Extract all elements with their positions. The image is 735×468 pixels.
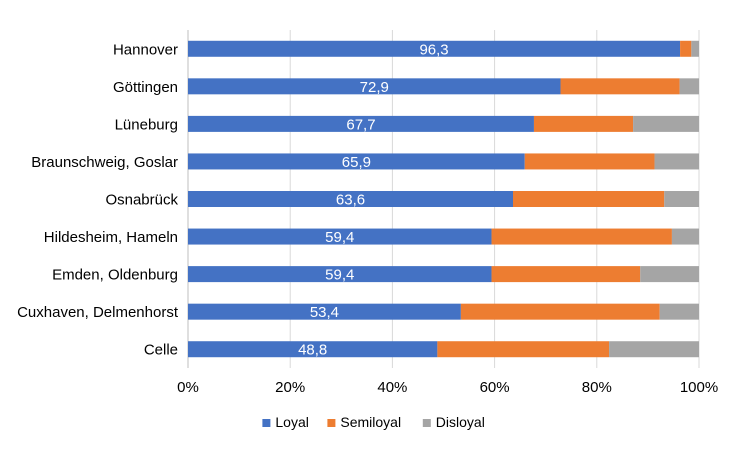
bar-segment-semiloyal (560, 78, 680, 95)
bar-segment-disloyal (679, 78, 699, 95)
category-label: Hildesheim, Hameln (44, 229, 178, 246)
legend-label: Loyal (275, 414, 308, 430)
bar-segment-semiloyal (680, 40, 692, 57)
bar-segment-semiloyal (533, 115, 634, 132)
category-label: Göttingen (113, 79, 178, 96)
bars: 96,3 72,9 67,7 65,9 63,6 59,4 59,4 53,4 48,8 (188, 40, 699, 359)
x-tick-label: 40% (377, 379, 407, 396)
bar-segment-disloyal (671, 228, 699, 245)
data-label: 59,4 (325, 229, 354, 246)
category-label: Emden, Oldenburg (52, 267, 178, 284)
bar-segment-disloyal (659, 303, 699, 320)
bar-segment-disloyal (633, 115, 699, 132)
bar-segment-loyal (188, 341, 438, 358)
legend-item-semiloyal: Semiloyal (327, 414, 401, 430)
legend-swatch (327, 419, 336, 427)
bar-segment-loyal (188, 115, 534, 132)
data-label: 63,6 (336, 192, 365, 209)
legend-label: Disloyal (436, 414, 485, 430)
category-label: Hannover (113, 41, 178, 58)
bar-segment-loyal (188, 303, 461, 320)
data-label: 48,8 (298, 342, 327, 359)
bar-segment-semiloyal (437, 341, 610, 358)
legend-item-loyal: Loyal (262, 414, 309, 430)
data-label: 72,9 (360, 79, 389, 96)
data-label: 65,9 (342, 154, 371, 171)
bar-segment-loyal (188, 40, 681, 57)
x-axis-tick-labels: 0% 20% 40% 60% 80% 100% (177, 379, 718, 396)
bar-segment-loyal (188, 228, 492, 245)
data-label: 59,4 (325, 267, 354, 284)
legend-label: Semiloyal (340, 414, 401, 430)
legend-swatch (422, 419, 431, 427)
category-label: Celle (144, 342, 178, 359)
category-labels: Hannover Göttingen Lüneburg Braunschweig, G… (17, 41, 179, 358)
bar-segment-semiloyal (524, 153, 655, 170)
category-label: Cuxhaven, Delmenhorst (17, 304, 179, 321)
x-tick-label: 80% (582, 379, 612, 396)
legend: Loyal Semiloyal Disloyal (262, 414, 485, 430)
data-label: 67,7 (346, 116, 375, 133)
bar-segment-loyal (188, 153, 525, 170)
legend-item-disloyal: Disloyal (422, 414, 485, 430)
data-label: 53,4 (310, 304, 339, 321)
category-label: Braunschweig, Goslar (31, 154, 178, 171)
bar-segment-semiloyal (491, 228, 672, 245)
bar-segment-disloyal (691, 40, 699, 57)
x-tick-label: 0% (177, 379, 199, 396)
legend-swatch (262, 419, 271, 427)
bar-segment-disloyal (654, 153, 699, 170)
category-label: Lüneburg (115, 116, 178, 133)
data-label: 96,3 (419, 41, 448, 58)
bar-segment-semiloyal (512, 191, 665, 207)
bar-segment-loyal (188, 78, 561, 95)
bar-segment-semiloyal (460, 303, 660, 320)
bar-segment-disloyal (609, 341, 699, 358)
category-label: Osnabrück (105, 192, 178, 209)
x-tick-label: 100% (680, 379, 718, 396)
x-tick-label: 20% (275, 379, 305, 396)
bar-segment-loyal (188, 266, 492, 283)
bar-segment-loyal (188, 191, 513, 207)
bar-segment-disloyal (640, 266, 699, 283)
bar-segment-disloyal (664, 191, 699, 207)
x-tick-label: 60% (480, 379, 510, 396)
bar-segment-semiloyal (491, 266, 641, 283)
